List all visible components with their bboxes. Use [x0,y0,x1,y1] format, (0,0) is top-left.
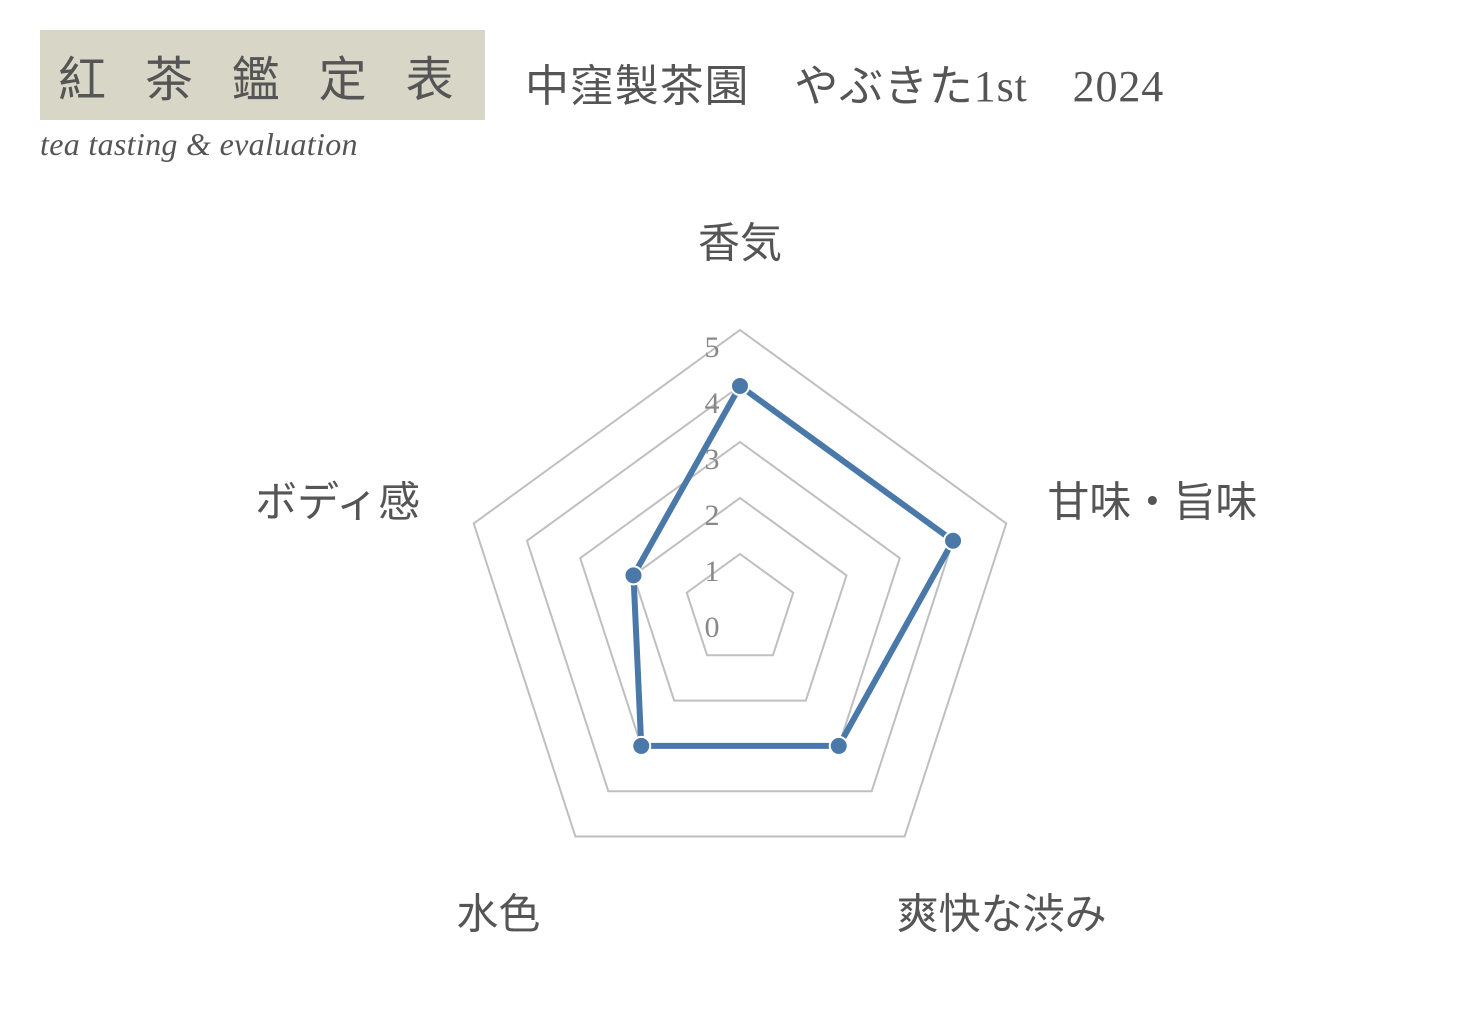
ring-label: 1 [705,555,720,589]
axis-label: ボディ感 [255,468,420,529]
ring-label: 3 [705,443,720,477]
ring-label: 0 [705,611,720,645]
axis-label: 香気 [698,210,782,271]
header: 紅 茶 鑑 定 表 tea tasting & evaluation 中窪製茶園… [40,30,1164,163]
ring-label: 5 [705,331,720,365]
axis-label: 甘味・旨味 [1047,468,1257,529]
logo-title: 紅 茶 鑑 定 表 [40,30,485,120]
radar-chart: 香気甘味・旨味爽快な渋み 水色 ボディ感 0 1 2 3 4 5 [140,150,1340,1010]
ring-label: 2 [705,499,720,533]
axis-label: 水色 [456,881,540,942]
logo-block: 紅 茶 鑑 定 表 tea tasting & evaluation [40,30,485,163]
product-title: 中窪製茶園 やぶきた1st 2024 [525,50,1164,114]
radar-svg [140,150,1340,1010]
axis-label: 爽快な渋み [897,881,1107,942]
ring-label: 4 [705,387,720,421]
page-root: 紅 茶 鑑 定 表 tea tasting & evaluation 中窪製茶園… [0,0,1478,1016]
